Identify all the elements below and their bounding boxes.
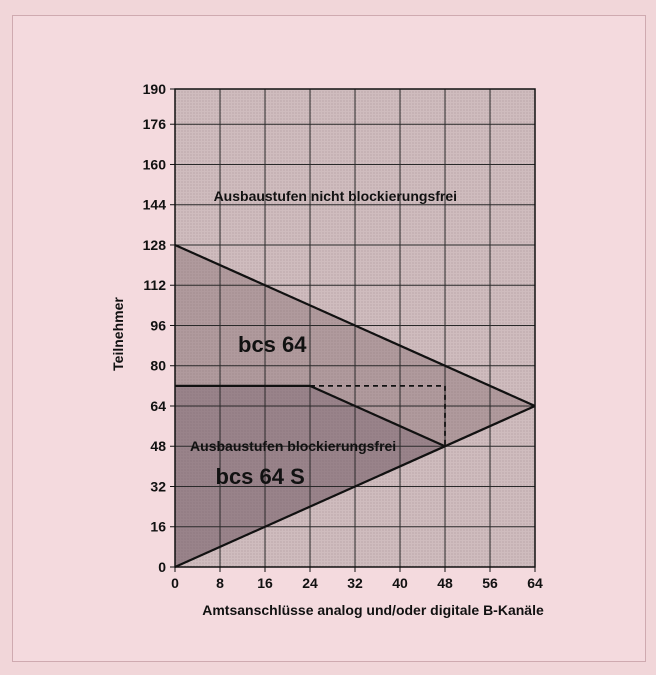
x-axis-title: Amtsanschlüsse analog und/oder digitale … bbox=[202, 602, 544, 618]
x-tick-label: 8 bbox=[216, 575, 224, 591]
y-tick-label: 48 bbox=[150, 438, 166, 454]
x-tick-label: 16 bbox=[257, 575, 273, 591]
y-tick-label: 176 bbox=[143, 116, 167, 132]
x-tick-label: 48 bbox=[437, 575, 453, 591]
y-tick-label: 16 bbox=[150, 519, 166, 535]
y-tick-label: 144 bbox=[143, 197, 167, 213]
series-label-bcs64s: bcs 64 S bbox=[216, 464, 305, 489]
y-tick-label: 112 bbox=[143, 277, 166, 293]
figure-frame: 0 16 32 48 64 80 96 112 128 144 160 176 190 0 8 16 24 32 4… bbox=[12, 15, 646, 662]
y-tick-label: 0 bbox=[158, 559, 166, 575]
y-tick-label: 80 bbox=[150, 358, 166, 374]
line-dashed-limit bbox=[310, 384, 446, 447]
x-tick-label: 40 bbox=[392, 575, 408, 591]
x-tick-label: 64 bbox=[527, 575, 543, 591]
y-tick-label: 64 bbox=[150, 398, 166, 414]
x-tick-label: 24 bbox=[302, 575, 318, 591]
y-tick-label: 128 bbox=[143, 237, 167, 253]
region-label-top: Ausbaustufen nicht blockierungsfrei bbox=[214, 188, 457, 204]
chart: 0 16 32 48 64 80 96 112 128 144 160 176 190 0 8 16 24 32 4… bbox=[110, 81, 544, 618]
x-tick-label: 32 bbox=[347, 575, 363, 591]
y-tick-label: 160 bbox=[143, 156, 167, 172]
region-label-bottom: Ausbaustufen blockierungsfrei bbox=[190, 438, 396, 454]
x-tick-label: 0 bbox=[171, 575, 179, 591]
series-label-bcs64: bcs 64 bbox=[238, 332, 307, 357]
x-tick-label: 56 bbox=[482, 575, 498, 591]
line-lower-diagonal bbox=[174, 404, 536, 569]
line-bcs64-upper bbox=[174, 243, 536, 407]
y-tick-label: 190 bbox=[143, 81, 167, 97]
y-axis-title: Teilnehmer bbox=[110, 297, 126, 371]
y-tick-label: 32 bbox=[150, 478, 166, 494]
y-tick-label: 96 bbox=[150, 317, 166, 333]
